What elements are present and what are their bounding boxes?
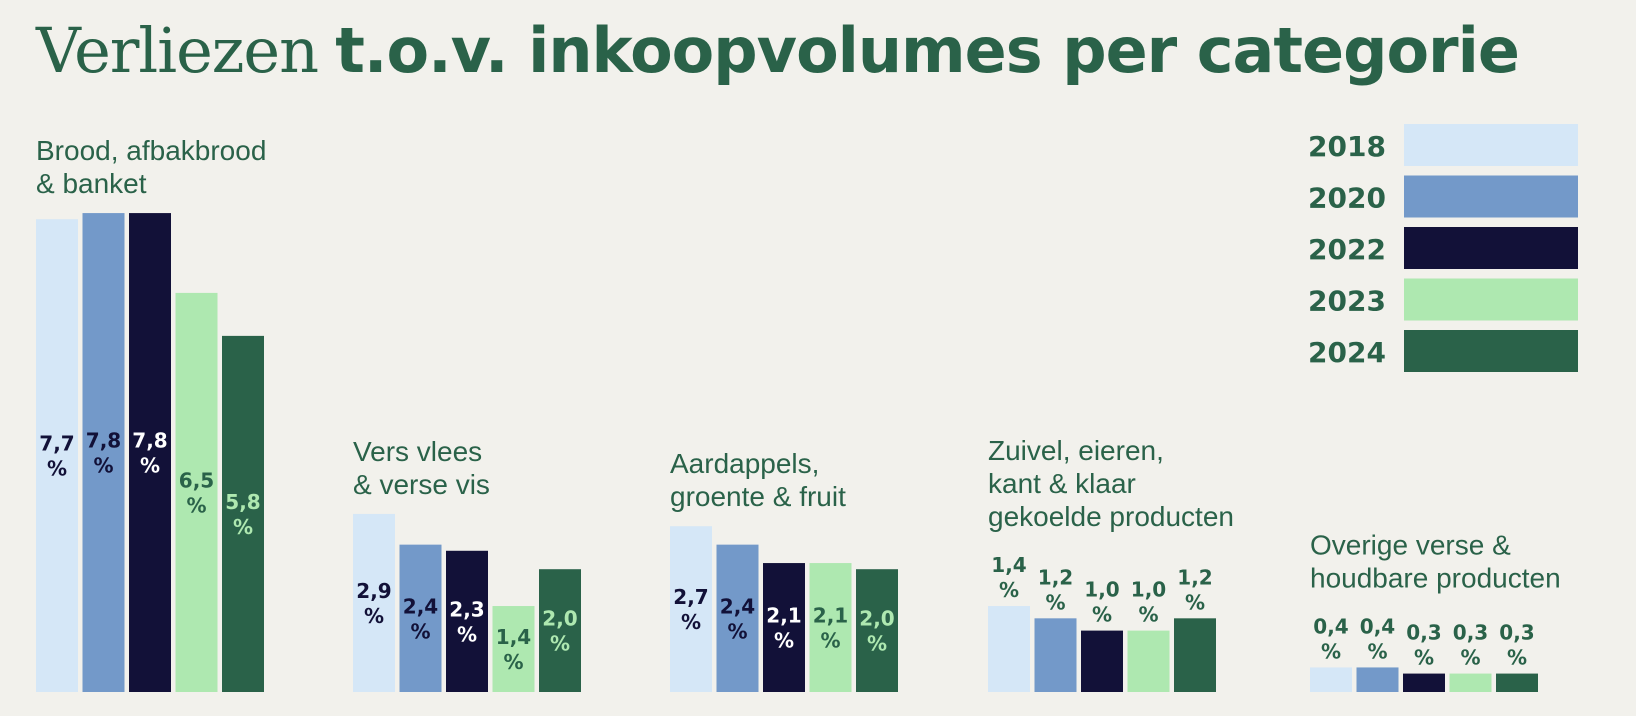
data-label: 0,3% [1453,621,1488,670]
category-groups: 7,7 % 7,8 % 7,8 % 6,5% 5,8 % Brood, afbakbrood & b… [36,135,1561,692]
data-label: 0,3% [1406,621,1441,670]
legend-swatch [1404,124,1578,166]
data-label: 2,1% [766,604,801,653]
data-label: 7,8% [132,429,167,478]
data-label: 6,5% [179,468,214,517]
data-label: 1,2% [1177,565,1212,614]
legend-item: 2022 [1308,227,1578,269]
legend-label: 2020 [1308,182,1386,215]
category-label: Zuivel, eieren, kant & klaar gekoelde prod… [988,435,1234,532]
data-label: 1,2% [1038,565,1073,614]
data-label: 2,4% [720,594,755,643]
bar [1496,673,1538,692]
bar [175,292,218,692]
legend-swatch [1404,175,1578,218]
bar [36,219,78,692]
bar [82,213,125,692]
category-label: Aardappels, groente & fruit [670,448,846,512]
bar [353,513,395,692]
data-label: 0,4% [1313,614,1348,663]
data-label: 7,8% [86,429,121,478]
bar [1356,667,1399,692]
category-label: Overige verse & houdbare producten [1310,529,1561,593]
category-group: 2,9% 2,4 % 2,3% 1,4 % 2,0 % Vers vlees & verse vi… [353,436,581,692]
legend-item: 2018 [1308,124,1578,166]
data-label: 5,8% [225,490,260,539]
data-label: 0,3% [1499,621,1534,670]
data-label: 2,0% [859,607,894,656]
category-group: 1,4 % 1,2 % 1,0 % 1,0 % 1,2 % Zuivel, eieren, kant … [988,435,1234,692]
legend-label: 2022 [1308,233,1386,266]
bar [492,606,535,692]
data-label: 1,4% [496,625,531,674]
data-label: 2,7% [673,585,708,634]
legend-swatch [1404,330,1578,372]
bar [1310,667,1352,692]
bar [716,544,759,692]
data-label: 2,9% [356,579,391,628]
data-label: 1,0% [1131,578,1166,627]
bar [670,526,712,692]
bar [809,563,852,692]
legend-item: 2024 [1308,330,1578,372]
category-group: 0,4 % 0,4 % 0,3 % 0,3 % 0,3 % Overige verse & houdb… [1310,529,1561,692]
data-label: 1,4% [991,553,1026,602]
legend-item: 2020 [1308,175,1578,218]
category-label: Brood, afbakbrood & banket [36,135,266,199]
bar [1127,630,1170,692]
bar [539,569,581,692]
chart-title-light: Verliezen [36,14,319,87]
bar [399,544,442,692]
data-label: 2,1% [813,604,848,653]
bar [446,550,488,692]
data-label: 0,4% [1360,614,1395,663]
data-label: 2,4% [403,594,438,643]
bar [1034,618,1077,692]
legend: 2018 2020 2022 2023 2024 [1308,124,1578,372]
legend-label: 2024 [1308,336,1386,369]
bar [763,563,805,692]
bar [988,606,1030,692]
data-label: 1,0% [1084,578,1119,627]
legend-label: 2018 [1308,130,1386,163]
bar [1174,618,1216,692]
data-label: 7,7% [39,432,74,481]
category-group: 7,7 % 7,8 % 7,8 % 6,5% 5,8 % Brood, afbakbrood & b… [36,135,266,692]
bar [1403,673,1445,692]
data-label: 2,3% [449,597,484,646]
bar [1449,673,1492,692]
legend-swatch [1404,278,1578,321]
chart-title: Verliezen t.o.v. inkoopvolumes per categ… [36,8,1520,95]
chart-title-bold: t.o.v. inkoopvolumes per categorie [335,14,1520,87]
legend-label: 2023 [1308,285,1386,318]
bar [856,569,898,692]
category-group: 2,7 % 2,4 % 2,1 % 2,1 % 2,0 % Aardappels, groente &… [670,448,898,692]
data-label: 2,0% [542,607,577,656]
bar [222,335,264,692]
bar [129,213,171,692]
legend-swatch [1404,227,1578,269]
bar [1081,630,1123,692]
legend-item: 2023 [1308,278,1578,321]
category-label: Vers vlees & verse vis [353,436,490,500]
